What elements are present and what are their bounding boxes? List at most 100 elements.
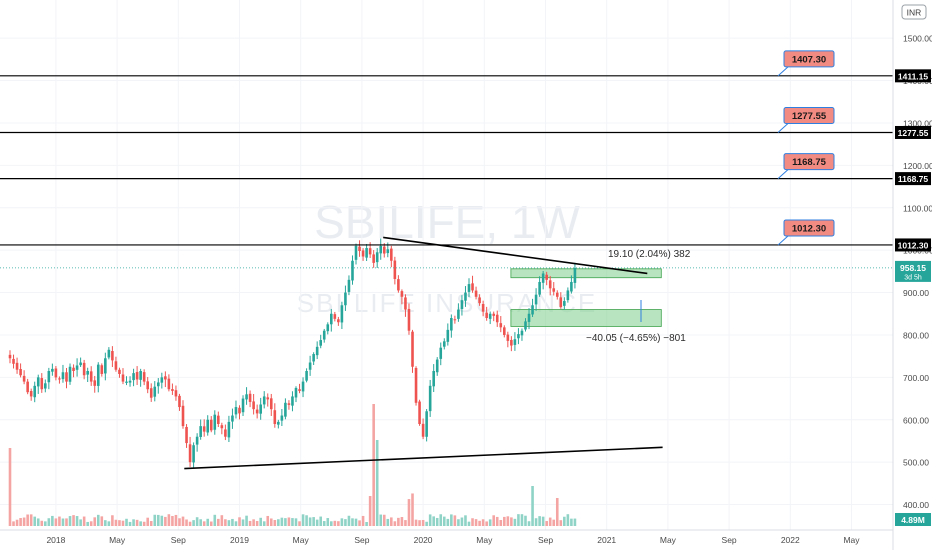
candle[interactable] — [513, 332, 517, 351]
candles[interactable] — [8, 238, 577, 469]
candle[interactable] — [269, 393, 273, 416]
candle[interactable] — [555, 290, 559, 300]
candle[interactable] — [167, 374, 171, 392]
candle[interactable] — [520, 328, 524, 341]
candle[interactable] — [248, 390, 252, 408]
candle[interactable] — [111, 346, 114, 368]
candle[interactable] — [114, 356, 118, 372]
candle[interactable] — [146, 377, 149, 394]
time-axis[interactable]: 2018 May Sep 2019 May Sep 2020 May Sep 2021 May Sep… — [0, 529, 893, 545]
candle[interactable] — [301, 377, 305, 398]
candle[interactable] — [58, 376, 61, 384]
candle[interactable] — [315, 341, 319, 360]
candle[interactable] — [185, 424, 188, 448]
candle[interactable] — [460, 295, 464, 316]
candle[interactable] — [284, 398, 287, 420]
candle[interactable] — [75, 358, 79, 377]
candle[interactable] — [453, 315, 457, 324]
candle[interactable] — [418, 399, 421, 426]
candle[interactable] — [354, 243, 358, 265]
candle[interactable] — [245, 387, 248, 405]
candle[interactable] — [132, 368, 135, 387]
candle[interactable] — [298, 383, 301, 394]
candle[interactable] — [266, 393, 270, 407]
candle[interactable] — [209, 416, 213, 433]
candle[interactable] — [241, 395, 245, 417]
candle[interactable] — [8, 350, 12, 364]
candle[interactable] — [206, 415, 210, 436]
candle[interactable] — [552, 282, 556, 296]
level-callout-0[interactable]: 1407.30 — [777, 50, 835, 77]
candle[interactable] — [287, 400, 291, 410]
candle[interactable] — [26, 378, 29, 395]
candle[interactable] — [319, 334, 323, 349]
candle[interactable] — [104, 352, 107, 381]
candle[interactable] — [446, 323, 450, 346]
candle[interactable] — [457, 303, 460, 322]
currency-badge[interactable]: INR — [901, 4, 927, 20]
candle[interactable] — [333, 311, 337, 322]
candle[interactable] — [12, 354, 15, 369]
level-callout-3[interactable]: 1012.30 — [777, 219, 835, 246]
candle[interactable] — [517, 328, 520, 345]
candle[interactable] — [224, 424, 227, 441]
candle[interactable] — [492, 311, 496, 322]
candle[interactable] — [478, 294, 481, 306]
candle[interactable] — [227, 415, 231, 443]
candle[interactable] — [202, 419, 206, 437]
candle[interactable] — [351, 255, 354, 285]
candle[interactable] — [375, 248, 379, 269]
candle[interactable] — [294, 386, 298, 403]
candle[interactable] — [379, 238, 383, 260]
candle[interactable] — [439, 342, 443, 366]
candle[interactable] — [531, 298, 534, 317]
candle[interactable] — [291, 391, 294, 412]
candle[interactable] — [488, 311, 492, 325]
candle[interactable] — [464, 286, 467, 307]
candle[interactable] — [121, 368, 125, 385]
candle[interactable] — [524, 318, 527, 332]
candle[interactable] — [570, 275, 573, 294]
candle[interactable] — [89, 366, 93, 386]
candle[interactable] — [142, 369, 146, 386]
candle[interactable] — [414, 366, 418, 406]
candle[interactable] — [330, 308, 333, 332]
candle[interactable] — [61, 364, 65, 383]
candle[interactable] — [164, 371, 167, 388]
candle[interactable] — [326, 322, 330, 335]
candle[interactable] — [160, 372, 164, 389]
candle[interactable] — [86, 367, 89, 383]
candle[interactable] — [22, 370, 26, 385]
candle[interactable] — [400, 289, 404, 305]
candle[interactable] — [139, 368, 142, 387]
candle[interactable] — [36, 374, 40, 394]
candle[interactable] — [79, 357, 82, 367]
candle[interactable] — [421, 418, 425, 440]
candle[interactable] — [234, 400, 238, 419]
candle[interactable] — [372, 250, 375, 268]
candle[interactable] — [277, 419, 280, 429]
candle[interactable] — [135, 366, 139, 385]
candle[interactable] — [347, 275, 351, 296]
candle[interactable] — [188, 436, 192, 467]
candle[interactable] — [573, 262, 577, 289]
candle[interactable] — [252, 394, 255, 415]
candle[interactable] — [506, 331, 510, 348]
candle[interactable] — [217, 411, 220, 428]
candle[interactable] — [442, 338, 446, 350]
candle[interactable] — [156, 378, 160, 394]
candle[interactable] — [192, 442, 195, 469]
candle[interactable] — [344, 285, 347, 311]
candle[interactable] — [40, 373, 44, 393]
candle[interactable] — [149, 383, 153, 402]
candle[interactable] — [19, 363, 22, 378]
candle[interactable] — [68, 363, 72, 385]
candle[interactable] — [96, 362, 100, 393]
candle[interactable] — [541, 270, 545, 290]
candle[interactable] — [195, 433, 199, 452]
candle[interactable] — [44, 379, 47, 393]
candle[interactable] — [432, 364, 435, 392]
candle[interactable] — [340, 301, 344, 330]
candle[interactable] — [503, 325, 506, 338]
